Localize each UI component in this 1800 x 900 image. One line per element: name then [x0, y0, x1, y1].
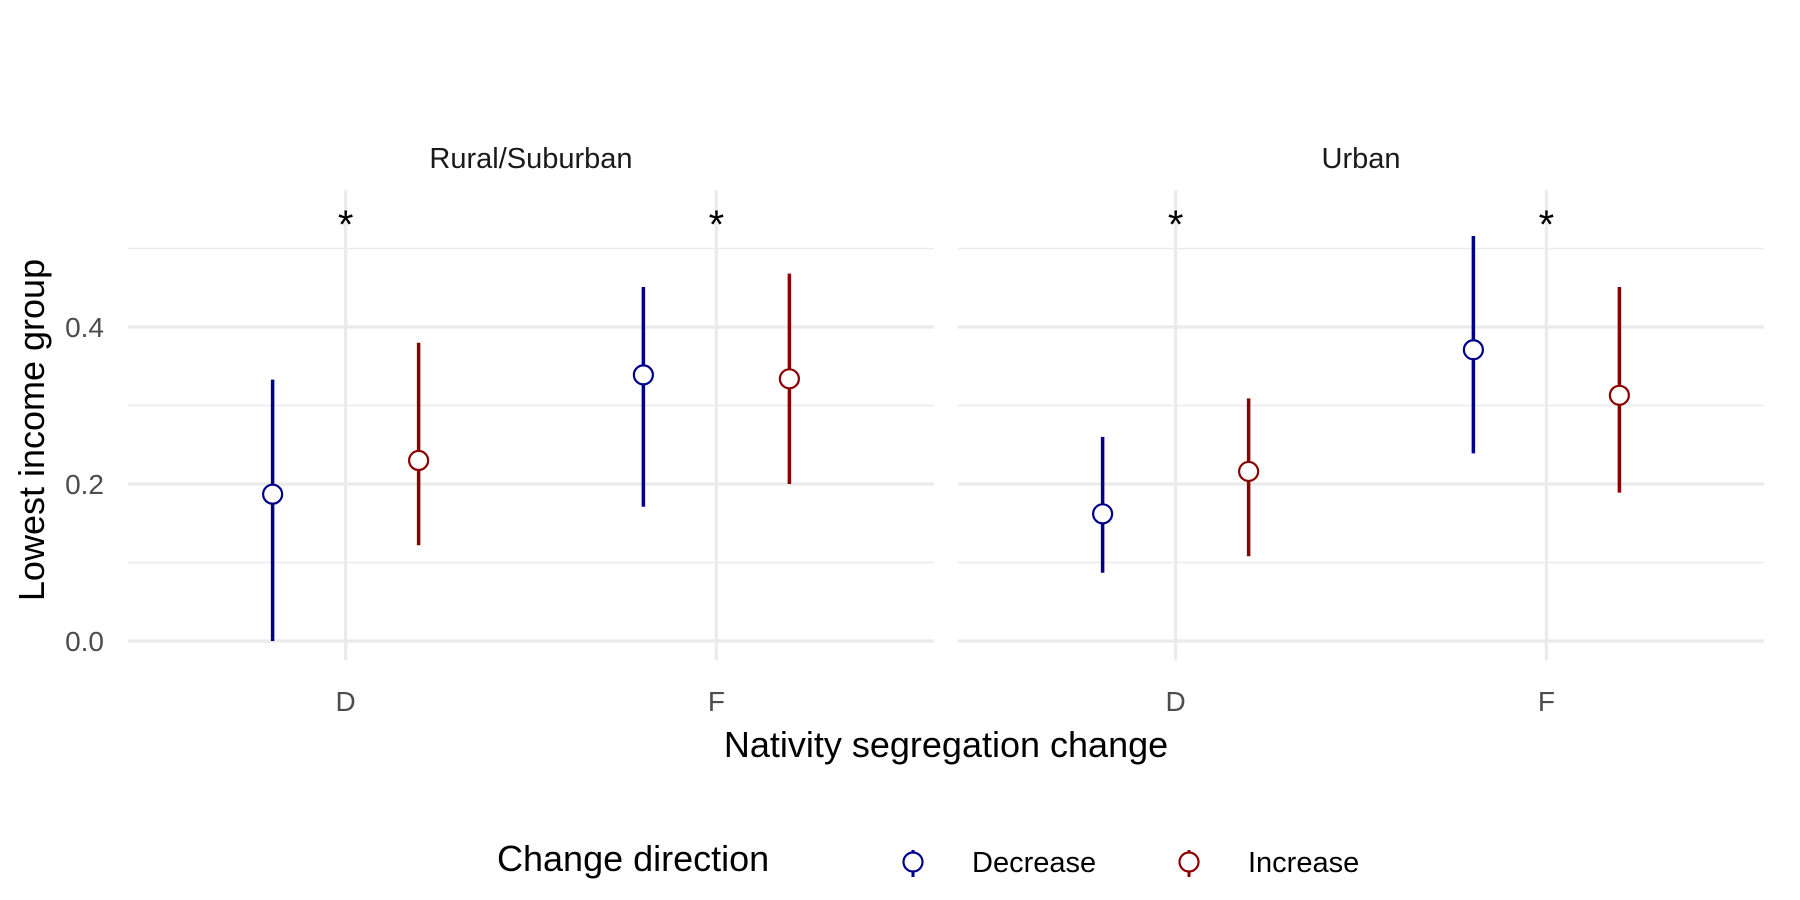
significance-marker: *: [709, 203, 725, 247]
legend-title: Change direction: [497, 838, 769, 879]
y-tick-label: 0.2: [65, 469, 104, 500]
y-tick-label: 0.4: [65, 312, 104, 343]
x-tick-label: F: [708, 686, 725, 717]
significance-marker: *: [338, 203, 354, 247]
legend-key-point: [902, 851, 924, 873]
x-tick-label: D: [336, 686, 356, 717]
data-point: [778, 368, 800, 390]
y-axis: 0.0 0.2 0.4: [65, 312, 104, 657]
legend-label: Increase: [1248, 847, 1359, 879]
legend-key-point: [1178, 851, 1200, 873]
legend: Change direction Decrease Increase: [497, 838, 1359, 879]
data-point: [1608, 384, 1630, 406]
data-point: [632, 364, 654, 386]
facet-panel: Rural/Suburban D F * *: [128, 143, 934, 717]
x-axis-title: Nativity segregation change: [724, 724, 1168, 765]
legend-label: Decrease: [972, 847, 1096, 879]
data-point: [1238, 460, 1260, 483]
data-point: [1462, 339, 1484, 361]
facet-strip-label: Rural/Suburban: [429, 143, 632, 175]
y-axis-title: Lowest income group: [11, 259, 52, 601]
legend-item: Decrease: [902, 847, 1096, 879]
y-tick-label: 0.0: [65, 626, 104, 657]
significance-marker: *: [1168, 203, 1184, 247]
facet-strip-label: Urban: [1322, 143, 1401, 175]
x-tick-label: F: [1538, 686, 1555, 717]
significance-marker: *: [1539, 203, 1555, 247]
data-point: [262, 483, 284, 505]
legend-item: Increase: [1178, 847, 1359, 879]
data-point: [1092, 503, 1114, 525]
facet-panel: Urban D F * *: [958, 143, 1764, 717]
x-tick-label: D: [1166, 686, 1186, 717]
data-point: [408, 449, 430, 472]
facet-panels: Rural/Suburban D F * * Urban D F * *: [128, 143, 1764, 717]
legend-items: Decrease Increase: [902, 847, 1359, 879]
